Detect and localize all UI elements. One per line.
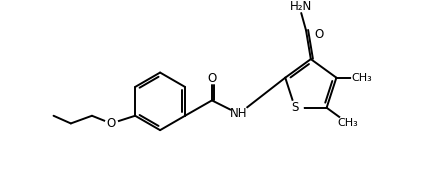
Text: NH: NH [230,107,248,120]
Text: H₂N: H₂N [290,0,312,13]
Text: CH₃: CH₃ [351,73,372,83]
Text: O: O [107,117,116,130]
Text: O: O [207,72,216,85]
Text: O: O [315,28,324,41]
Text: S: S [291,101,299,114]
Text: CH₃: CH₃ [337,118,358,128]
